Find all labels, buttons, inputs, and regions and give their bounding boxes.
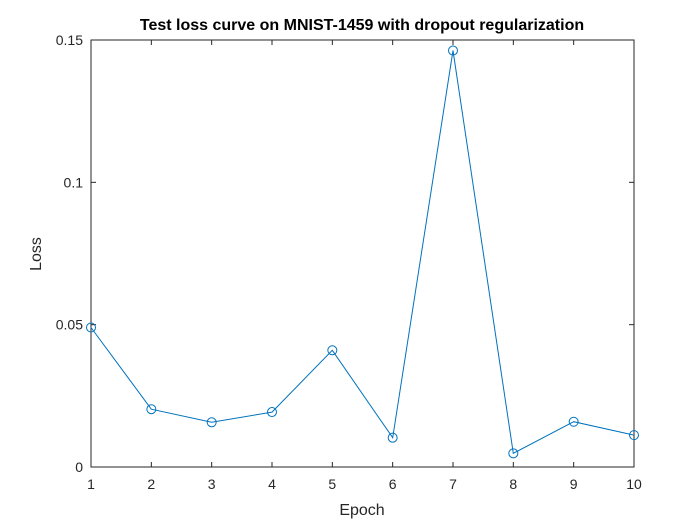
data-point [508,448,519,459]
y-tick-label: 0.05 [56,317,83,333]
data-point [206,417,217,428]
x-tick-label: 8 [509,476,517,492]
x-tick-label: 2 [147,476,155,492]
x-tick-label: 6 [389,476,397,492]
x-tick-label: 9 [570,476,578,492]
data-point [86,322,96,333]
x-tick-label: 1 [87,476,95,492]
x-tick-label: 5 [328,476,336,492]
x-tick-label: 4 [268,476,276,492]
data-point [629,430,639,441]
x-axis-label: Epoch [339,502,384,519]
data-point [267,407,277,418]
data-point [568,416,579,427]
data-point [448,45,458,56]
data-point [387,432,398,443]
x-tick-label: 10 [626,476,642,492]
axes-box [90,39,635,468]
x-tick-label: 7 [449,476,457,492]
y-tick-label: 0.1 [64,174,84,190]
data-point [327,345,338,356]
chart-title: Test loss curve on MNIST-1459 with dropo… [140,17,584,34]
y-tick-label: 0 [75,459,83,475]
y-axis-label: Loss [28,237,45,271]
data-point [146,404,157,415]
series-line [90,50,635,455]
x-tick-label: 3 [208,476,216,492]
y-tick-label: 0.15 [56,32,83,48]
plot-area: 1 2 3 4 5 6 7 8 9 10 0 0.05 0.1 0.15 [56,32,642,492]
